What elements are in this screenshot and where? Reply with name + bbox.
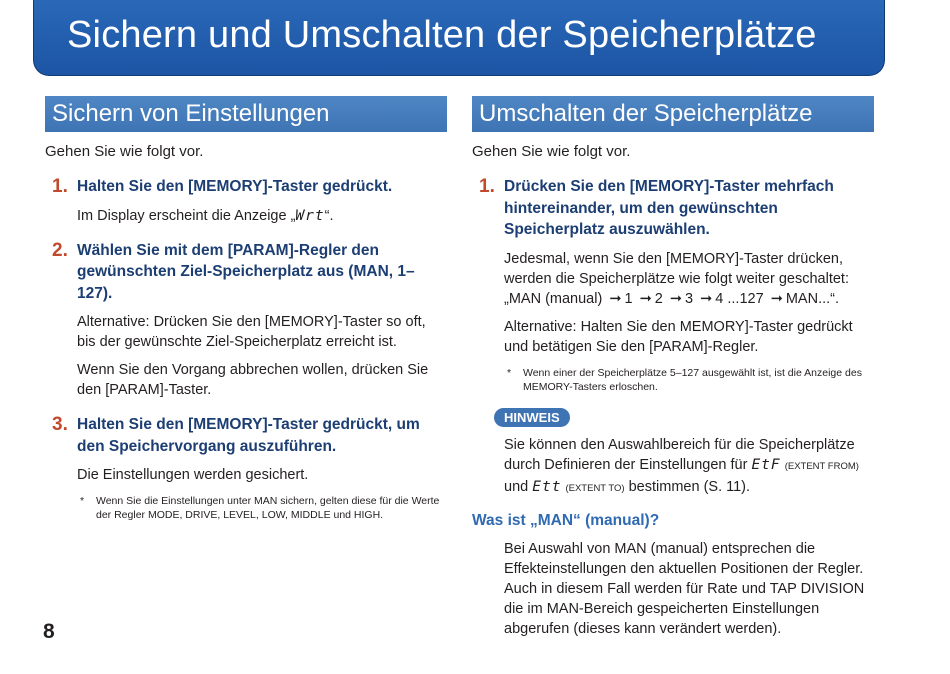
arrow-right-icon: ➞ [770,290,783,307]
step-3-description: Die Einstellungen werden gesichert. [77,467,309,483]
step-number: 2. [52,239,68,261]
section-save-settings: Sichern von Einstellungen Gehen Sie wie … [45,96,447,522]
intro-text: Gehen Sie wie folgt vor. [45,143,204,160]
subheading-man: Was ist „MAN“ (manual)? [472,511,660,529]
step-text: Drücken Sie den [MEMORY]-Taster mehrfach… [504,178,834,238]
para-text: und [504,478,533,495]
step-text: Halten Sie den [MEMORY]-Taster gedrückt. [77,178,393,195]
title-banner: Sichern und Umschalten der Speicherplätz… [33,0,885,76]
arrow-right-icon: ➞ [639,290,652,307]
page-title: Sichern und Umschalten der Speicherplätz… [67,14,817,56]
arrow-right-icon: ➞ [609,290,622,307]
arrow-right-icon: ➞ [700,290,713,307]
step-1-alternative: Alternative: Halten Sie den MEMORY]-Tast… [504,318,853,355]
param-name: (EXTENT TO) [565,482,625,494]
intro-text: Gehen Sie wie folgt vor. [472,143,631,160]
hint-text: Sie können den Auswahlbereich für die Sp… [472,435,874,499]
step-1-description: Im Display erscheint die Anzeige „Wrt“. [45,206,447,226]
step-1: 1. Halten Sie den [MEMORY]-Taster gedrüc… [45,176,447,198]
footnote-text: Wenn einer der Speicherplätze 5–127 ausg… [523,366,862,393]
display-readout: Wrt [295,207,325,224]
param-name: (EXTENT FROM) [784,460,859,472]
display-readout: Ett [532,478,562,495]
step-1-sequence: Jedesmal, wenn Sie den [MEMORY]-Taster d… [472,249,874,309]
step-2-cancel: Wenn Sie den Vorgang abbrechen wollen, d… [77,362,429,398]
step-number: 3. [52,414,68,435]
man-description: Bei Auswahl von MAN (manual) entsprechen… [504,540,865,637]
display-readout: EtF [751,456,781,473]
footnote: * Wenn einer der Speicherplätze 5–127 au… [472,366,874,394]
seq-item: 2 [654,290,663,307]
footnote-text: Wenn Sie die Einstellungen unter MAN sic… [96,495,440,521]
seq-item: 1 [624,290,633,307]
hint-badge: HINWEIS [494,407,570,427]
seq-item: 3 [685,290,694,307]
step-number: 1. [52,176,68,197]
footnote: * Wenn Sie die Einstellungen unter MAN s… [45,494,447,522]
footnote-star: * [507,366,512,379]
seq-item: 4 ...127 [715,290,764,307]
section-title-save: Sichern von Einstellungen [45,96,447,132]
section-title-switch: Umschalten der Speicherplätze [472,96,874,132]
step-3: 3. Halten Sie den [MEMORY]-Taster gedrüc… [45,414,447,457]
step-number: 1. [479,176,495,197]
para-text: Im Display erscheint die Anzeige „ [77,207,296,224]
para-text: bestimmen (S. 11). [624,478,751,495]
step-2-alternative: Alternative: Drücken Sie den [MEMORY]-Ta… [77,314,426,350]
footnote-star: * [80,495,85,507]
step-text: Wählen Sie mit dem [PARAM]-Regler den ge… [77,241,415,302]
step-text: Halten Sie den [MEMORY]-Taster gedrückt,… [77,416,420,455]
section-switch-memories: Umschalten der Speicherplätze Gehen Sie … [472,96,874,639]
para-text: Sie können den Auswahlbereich für die Sp… [504,436,855,473]
arrow-right-icon: ➞ [669,290,683,307]
step-2: 2. Wählen Sie mit dem [PARAM]-Regler den… [45,240,447,305]
para-text: “. [324,207,334,224]
page-number: 8 [43,620,55,643]
para-text: Jedesmal, wenn Sie den [MEMORY]-Taster d… [504,250,849,307]
seq-item: MAN...“. [785,290,840,307]
step-1: 1. Drücken Sie den [MEMORY]-Taster mehrf… [472,176,874,241]
